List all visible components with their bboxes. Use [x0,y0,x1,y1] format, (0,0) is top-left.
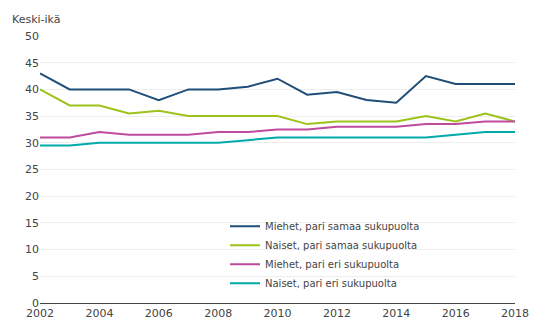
svg-text:2014: 2014 [382,307,410,320]
svg-text:2018: 2018 [501,307,529,320]
svg-text:Naiset, pari eri sukupuolta: Naiset, pari eri sukupuolta [265,278,397,289]
svg-text:10: 10 [25,243,39,256]
svg-text:Naiset, pari samaa sukupuolta: Naiset, pari samaa sukupuolta [265,240,417,251]
svg-text:Keski-ikä: Keski-ikä [12,13,61,26]
svg-text:25: 25 [25,163,39,176]
svg-text:30: 30 [25,137,39,150]
svg-text:2010: 2010 [264,307,292,320]
svg-text:0: 0 [32,297,39,310]
svg-text:Miehet, pari samaa sukupuolta: Miehet, pari samaa sukupuolta [265,221,419,232]
svg-text:20: 20 [25,190,39,203]
svg-text:2012: 2012 [323,307,351,320]
svg-text:50: 50 [25,30,39,43]
svg-text:5: 5 [32,270,39,283]
svg-text:Miehet, pari eri sukupuolta: Miehet, pari eri sukupuolta [265,259,399,270]
svg-text:35: 35 [25,110,39,123]
svg-text:45: 45 [25,57,39,70]
svg-text:15: 15 [25,217,39,230]
svg-text:2016: 2016 [442,307,470,320]
svg-text:2008: 2008 [204,307,232,320]
svg-text:2004: 2004 [85,307,113,320]
svg-text:2006: 2006 [145,307,173,320]
svg-text:2002: 2002 [26,307,54,320]
svg-text:40: 40 [25,83,39,96]
